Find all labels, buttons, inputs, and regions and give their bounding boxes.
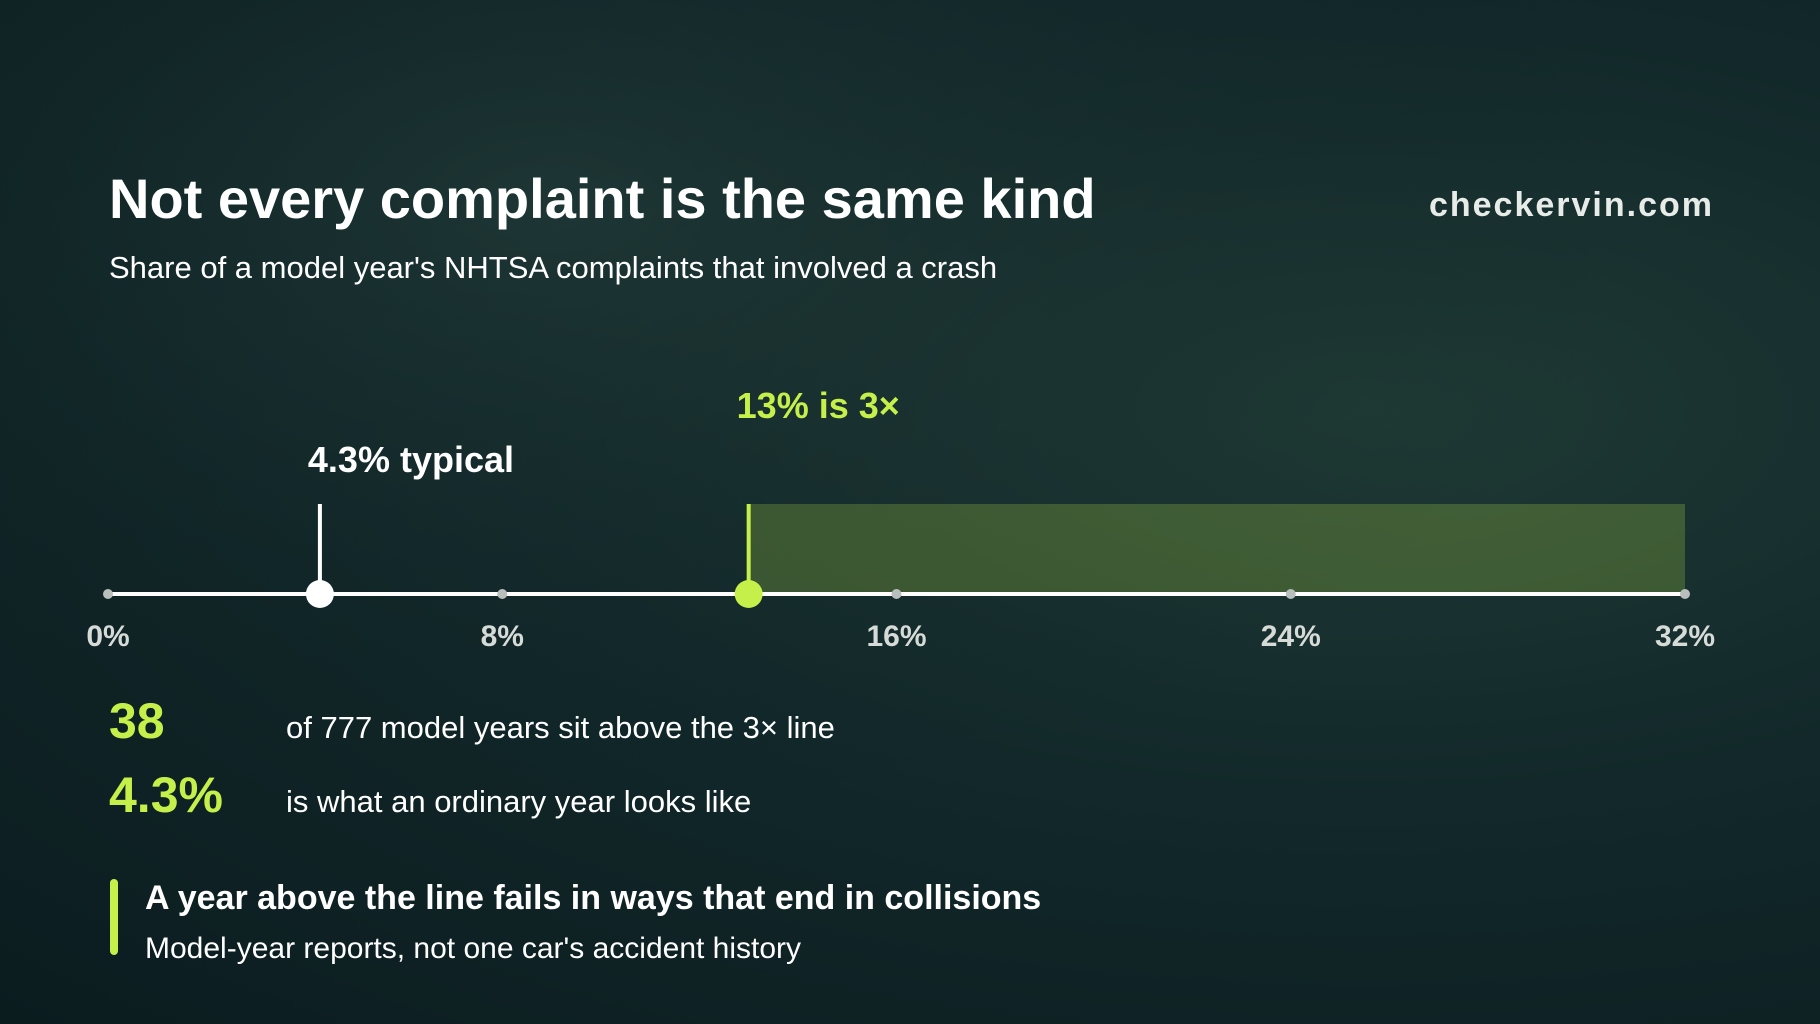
tick-dot — [1285, 589, 1296, 599]
chart-title: Not every complaint is the same kind — [109, 167, 1096, 230]
stat-figure: 38 — [109, 693, 165, 749]
marker-dot — [305, 580, 334, 608]
stat-figure: 4.3% — [109, 767, 223, 823]
tick-dot — [103, 589, 113, 599]
highlight-band — [748, 504, 1685, 594]
x-tick-label: 0% — [86, 620, 129, 653]
callout-bar — [110, 879, 118, 955]
x-tick-label: 16% — [866, 620, 926, 653]
x-tick-label: 24% — [1261, 620, 1321, 653]
marker-dot — [734, 580, 763, 608]
chart-subtitle: Share of a model year's NHTSA complaints… — [109, 250, 997, 285]
stat-text: of 777 model years sit above the 3× line — [286, 710, 835, 745]
callout-note: Model-year reports, not one car's accide… — [145, 932, 801, 965]
marker-label: 4.3% typical — [308, 439, 514, 480]
marker-label: 13% is 3× — [737, 385, 900, 426]
tick-dot — [1680, 589, 1690, 599]
callout-title: A year above the line fails in ways that… — [145, 879, 1041, 917]
tick-dot — [497, 589, 508, 599]
stat-text: is what an ordinary year looks like — [286, 784, 751, 819]
x-tick-label: 32% — [1655, 620, 1715, 653]
brand: checkervin.com — [1429, 186, 1714, 224]
tick-dot — [891, 589, 902, 599]
x-tick-label: 8% — [481, 620, 524, 653]
